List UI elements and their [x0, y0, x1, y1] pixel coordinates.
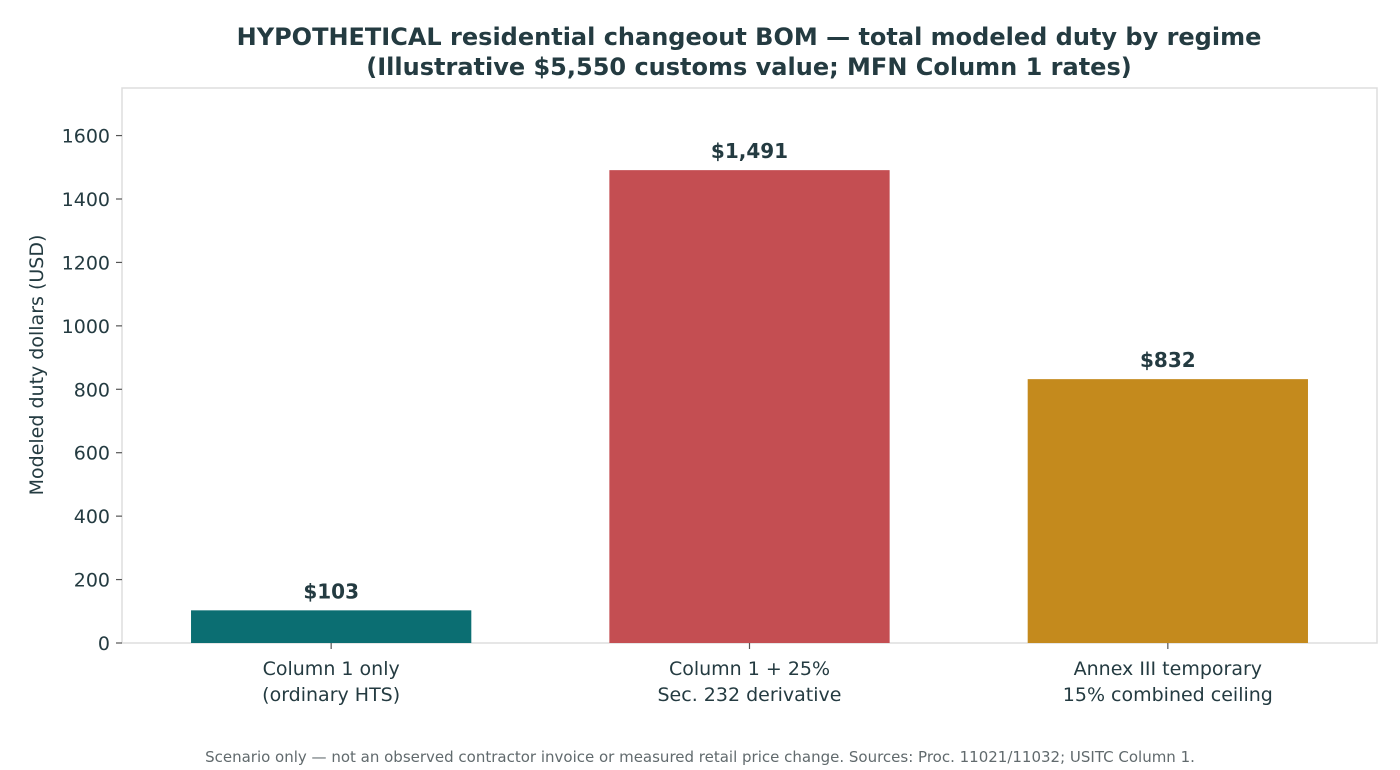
x-tick-label: Column 1 + 25% [669, 658, 830, 680]
y-tick-label: 200 [74, 570, 110, 592]
x-tick-label: 15% combined ceiling [1063, 684, 1273, 706]
footnote: Scenario only — not an observed contract… [205, 748, 1195, 766]
y-tick-label: 800 [74, 379, 110, 401]
y-tick-label: 1400 [62, 189, 110, 211]
y-tick-label: 0 [98, 633, 110, 655]
y-tick-label: 1200 [62, 252, 110, 274]
y-axis: 0 200 400 600 800 1000 1200 1400 1600 [62, 126, 122, 655]
chart-title-line-2: (Illustrative $5,550 customs value; MFN … [366, 53, 1131, 81]
bar [191, 610, 472, 643]
x-tick-label: Annex III temporary [1074, 658, 1262, 680]
bars-group: $103 $1,491 $832 [191, 139, 1308, 643]
bar-value-label: $103 [303, 579, 359, 603]
x-tick-label: (ordinary HTS) [262, 684, 400, 706]
bar [1027, 379, 1308, 643]
y-tick-label: 1000 [62, 316, 110, 338]
chart-title-line-1: HYPOTHETICAL residential changeout BOM —… [237, 23, 1262, 51]
y-tick-label: 600 [74, 443, 110, 465]
x-axis: Column 1 only (ordinary HTS) Column 1 + 25… [262, 643, 1273, 706]
x-tick-label: Sec. 232 derivative [658, 684, 842, 706]
y-tick-label: 1600 [62, 126, 110, 148]
bar-value-label: $832 [1140, 348, 1196, 372]
x-tick-label: Column 1 only [263, 658, 400, 680]
y-tick-label: 400 [74, 506, 110, 528]
y-axis-title: Modeled duty dollars (USD) [26, 235, 48, 496]
bar [609, 170, 890, 643]
bar-value-label: $1,491 [711, 139, 788, 163]
